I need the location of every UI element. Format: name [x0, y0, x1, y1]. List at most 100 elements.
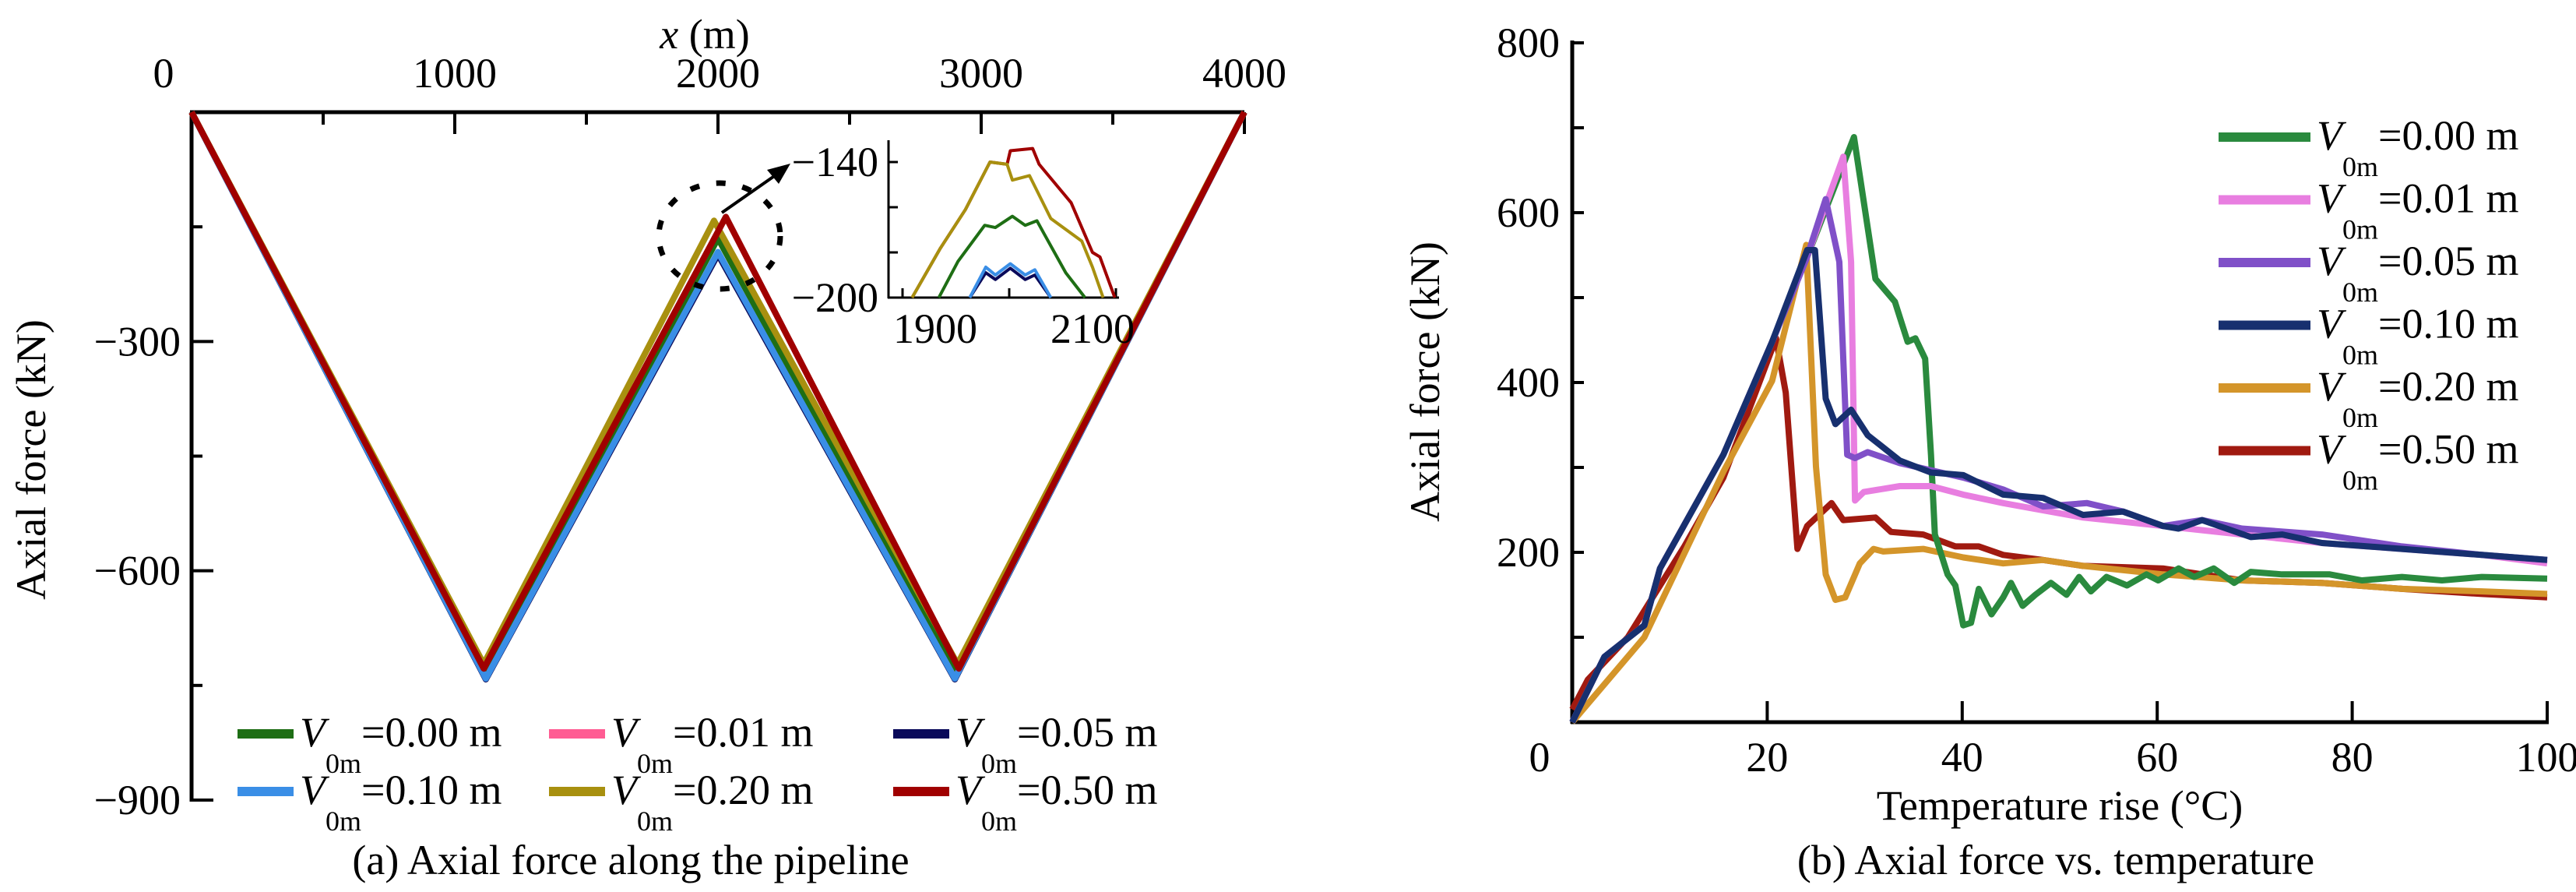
legend-item-3: V0m=0.10 m [238, 767, 501, 837]
legend-label: V0m=0.01 m [611, 709, 813, 779]
series-line-3 [188, 111, 1248, 682]
legend-label: V0m=0.10 m [300, 767, 501, 837]
series-line-0 [1569, 134, 2548, 724]
legend-item-5: V0m=0.50 m [893, 767, 1157, 837]
legend-value: =0.10 m [361, 767, 501, 813]
inset-x-tick-label: 2100 [1050, 305, 1135, 352]
y-tick-label: −900 [94, 777, 181, 823]
y-tick-label: −600 [94, 548, 181, 594]
legend-subscript: 0m [2342, 402, 2378, 433]
chart-b-caption: (b) Axial force vs. temperature [1797, 837, 2314, 883]
series-line-1 [188, 111, 1248, 682]
legend-label: V0m=0.05 m [2317, 238, 2518, 308]
legend-subscript: 0m [326, 806, 361, 837]
x-tick-label: 0 [1529, 734, 1550, 781]
x-tick-label: 20 [1746, 734, 1788, 781]
y-tick-label: −300 [94, 318, 181, 365]
legend-item-2: V0m=0.05 m [893, 709, 1157, 779]
legend-item-1: V0m=0.01 m [549, 709, 813, 779]
x-tick-label: 3000 [939, 50, 1023, 97]
series-line-5 [188, 111, 1248, 672]
legend-value: =0.05 m [1017, 709, 1157, 756]
legend-symbol: V [2317, 175, 2347, 222]
legend-subscript: 0m [637, 748, 673, 779]
legend-subscript: 0m [2342, 465, 2378, 496]
y-tick-label: 800 [1497, 19, 1560, 66]
legend-value: =0.50 m [1017, 767, 1157, 813]
x-tick-label: 100 [2516, 734, 2576, 781]
y-tick-label: 400 [1497, 359, 1560, 406]
legend-item-2: V0m=0.05 m [2219, 238, 2518, 308]
legend-symbol: V [611, 709, 642, 756]
legend-value: =0.10 m [2378, 301, 2518, 347]
legend-symbol: V [955, 709, 986, 756]
x-tick-label: 60 [2136, 734, 2178, 781]
series-line-3 [1569, 247, 2548, 724]
x-tick-label: 40 [1941, 734, 1983, 781]
legend-subscript: 0m [981, 806, 1017, 837]
legend-label: V0m=0.01 m [2317, 175, 2518, 245]
legend-item-3: V0m=0.10 m [2219, 301, 2518, 371]
series-line-2 [188, 111, 1248, 682]
series-line-0 [188, 111, 1248, 678]
legend-subscript: 0m [981, 748, 1017, 779]
legend-item-4: V0m=0.20 m [549, 767, 813, 837]
legend-symbol: V [2317, 238, 2347, 284]
series-line-4 [188, 111, 1248, 668]
legend-subscript: 0m [2342, 277, 2378, 308]
legend-symbol: V [2317, 426, 2347, 473]
legend-value: =0.20 m [2378, 363, 2518, 410]
chart-b-x-axis-title: Temperature rise (°C) [1877, 782, 2243, 829]
legend-value: =0.01 m [2378, 175, 2518, 222]
legend-value: =0.00 m [2378, 112, 2518, 159]
x-tick-label: 80 [2331, 734, 2374, 781]
legend-subscript: 0m [2342, 151, 2378, 182]
legend-label: V0m=0.50 m [955, 767, 1157, 837]
legend-symbol: V [2317, 301, 2347, 347]
legend-label: V0m=0.05 m [955, 709, 1157, 779]
legend-item-0: V0m=0.00 m [238, 709, 501, 779]
legend-subscript: 0m [2342, 340, 2378, 371]
chart-a-x-axis-title: x (m) [659, 11, 749, 58]
inset-series-line-4 [910, 160, 1105, 298]
legend-value: =0.50 m [2378, 426, 2518, 473]
legend-label: V0m=0.00 m [300, 709, 501, 779]
chart-a-caption: (a) Axial force along the pipeline [352, 837, 909, 883]
zoom-arrow [720, 171, 780, 214]
inset-series-line-0 [968, 266, 1053, 299]
zoom-region-marker [656, 180, 783, 292]
legend-symbol: V [2317, 363, 2347, 410]
legend-label: V0m=0.10 m [2317, 301, 2518, 371]
legend-value: =0.00 m [361, 709, 501, 756]
legend-item-0: V0m=0.00 m [2219, 112, 2518, 182]
legend-symbol: V [611, 767, 642, 813]
legend-item-5: V0m=0.50 m [2219, 426, 2518, 496]
inset-x-tick-label: 1900 [893, 305, 977, 352]
legend-item-4: V0m=0.20 m [2219, 363, 2518, 433]
inset-series-line-3 [910, 146, 1117, 298]
zoom-arrow-head [767, 164, 790, 184]
legend-label: V0m=0.00 m [2317, 112, 2518, 182]
chart-a-inset: 1900 2100 −140 −200 [792, 139, 1135, 352]
legend-subscript: 0m [637, 806, 673, 837]
legend-subscript: 0m [2342, 214, 2378, 245]
legend-symbol: V [2317, 112, 2347, 159]
legend-item-1: V0m=0.01 m [2219, 175, 2518, 245]
x-tick-label: 4000 [1202, 50, 1286, 97]
legend-subscript: 0m [326, 748, 361, 779]
y-tick-label: 200 [1497, 529, 1560, 576]
legend-label: V0m=0.50 m [2317, 426, 2518, 496]
inset-y-tick-label: −200 [792, 274, 878, 321]
legend-label: V0m=0.20 m [2317, 363, 2518, 433]
chart-b-y-axis-title: Axial force (kN) [1402, 242, 1448, 522]
x-tick-label: 2000 [676, 50, 760, 97]
inset-series-line-1 [968, 262, 1053, 298]
legend-value: =0.20 m [673, 767, 813, 813]
legend-symbol: V [955, 767, 986, 813]
chart-a: 0 1000 2000 3000 4000 −300 −600 −900 1900 2100 −1… [8, 11, 1286, 883]
legend-symbol: V [300, 767, 330, 813]
